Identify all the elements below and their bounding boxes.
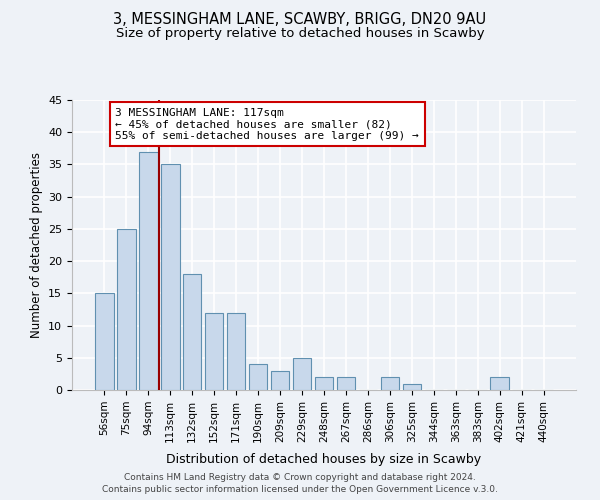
- Bar: [490, 377, 509, 390]
- Bar: [139, 152, 158, 390]
- Bar: [380, 377, 399, 390]
- Bar: [314, 377, 334, 390]
- Text: Contains HM Land Registry data © Crown copyright and database right 2024.: Contains HM Land Registry data © Crown c…: [124, 472, 476, 482]
- Bar: [337, 377, 355, 390]
- Text: Contains public sector information licensed under the Open Government Licence v.: Contains public sector information licen…: [102, 485, 498, 494]
- Bar: [205, 312, 223, 390]
- Bar: [293, 358, 311, 390]
- Bar: [249, 364, 268, 390]
- Bar: [161, 164, 179, 390]
- Bar: [271, 370, 289, 390]
- Text: 3, MESSINGHAM LANE, SCAWBY, BRIGG, DN20 9AU: 3, MESSINGHAM LANE, SCAWBY, BRIGG, DN20 …: [113, 12, 487, 28]
- Text: 3 MESSINGHAM LANE: 117sqm
← 45% of detached houses are smaller (82)
55% of semi-: 3 MESSINGHAM LANE: 117sqm ← 45% of detac…: [115, 108, 419, 141]
- Bar: [183, 274, 202, 390]
- Bar: [117, 229, 136, 390]
- Y-axis label: Number of detached properties: Number of detached properties: [29, 152, 43, 338]
- Text: Size of property relative to detached houses in Scawby: Size of property relative to detached ho…: [116, 28, 484, 40]
- X-axis label: Distribution of detached houses by size in Scawby: Distribution of detached houses by size …: [166, 453, 482, 466]
- Bar: [227, 312, 245, 390]
- Bar: [95, 294, 113, 390]
- Bar: [403, 384, 421, 390]
